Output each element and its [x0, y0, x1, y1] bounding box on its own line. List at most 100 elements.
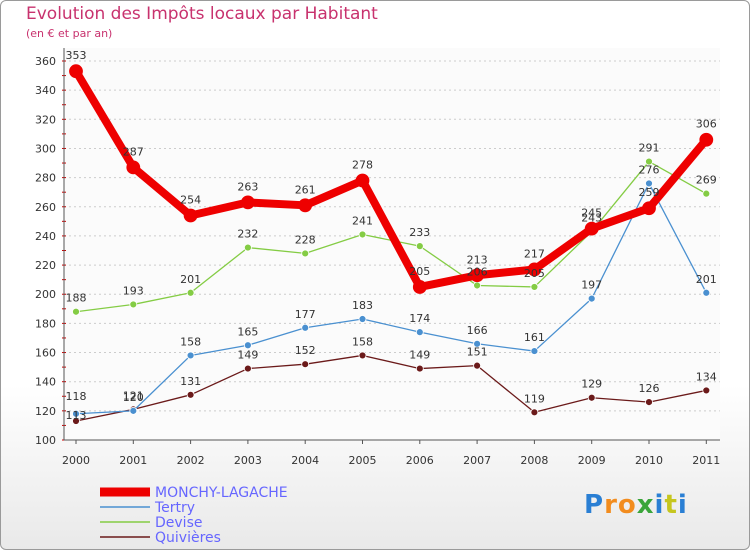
data-label: 278: [352, 159, 373, 172]
data-label: 213: [467, 253, 488, 266]
x-tick-label: 2009: [578, 454, 606, 467]
data-label: 245: [581, 207, 602, 220]
y-tick-label: 340: [35, 84, 56, 97]
data-label: 241: [352, 214, 373, 227]
y-tick-label: 120: [35, 405, 56, 418]
x-tick-label: 2011: [692, 454, 720, 467]
data-point: [527, 262, 542, 277]
x-tick-label: 2005: [349, 454, 377, 467]
data-label: 158: [180, 335, 201, 348]
data-label: 126: [639, 382, 660, 395]
data-point: [473, 281, 482, 290]
data-point: [243, 341, 252, 350]
data-label: 205: [409, 265, 430, 278]
data-point: [584, 221, 599, 236]
brand-letter: i: [654, 490, 665, 520]
y-tick-label: 140: [35, 376, 56, 389]
y-tick-label: 180: [35, 317, 56, 330]
data-label: 259: [639, 186, 660, 199]
plot-area: [64, 48, 720, 440]
legend-label: Quivières: [155, 530, 221, 546]
data-point: [530, 283, 539, 291]
data-point: [186, 288, 195, 297]
brand-letter: P: [584, 490, 605, 520]
data-label: 166: [467, 324, 488, 337]
data-label: 161: [524, 331, 545, 344]
series-line-tertry: [75, 182, 707, 415]
data-point: [72, 307, 80, 316]
data-label: 118: [66, 390, 87, 403]
data-label: 291: [639, 142, 660, 155]
data-point: [129, 300, 138, 309]
data-label: 174: [409, 312, 430, 325]
data-label: 134: [696, 370, 717, 383]
data-label: 149: [409, 349, 430, 362]
data-label: 287: [123, 145, 144, 158]
data-label: 165: [237, 325, 258, 338]
y-tick-label: 100: [35, 434, 56, 447]
data-label: 177: [295, 308, 316, 321]
data-point: [186, 390, 195, 399]
brand-letter: o: [617, 490, 637, 520]
series-line-monchy-lagache: [72, 67, 711, 291]
data-point: [358, 315, 367, 323]
data-label: 201: [180, 273, 201, 286]
data-label: 217: [524, 247, 545, 260]
data-label: 228: [295, 233, 316, 246]
x-tick-label: 2008: [520, 454, 548, 467]
proxiti-logo[interactable]: Proxiti: [584, 490, 688, 520]
data-point: [587, 393, 596, 402]
data-label: 306: [696, 118, 717, 131]
y-tick-label: 360: [35, 55, 56, 68]
data-point: [587, 294, 596, 303]
data-point: [415, 242, 424, 251]
series-line-quivières: [75, 354, 707, 422]
data-label: 120: [123, 391, 144, 404]
data-point: [470, 268, 485, 283]
data-point: [642, 201, 656, 216]
data-label: 205: [524, 267, 545, 280]
data-label: 129: [581, 378, 602, 391]
y-tick-label: 220: [35, 259, 56, 272]
data-point: [69, 64, 83, 79]
data-point: [126, 160, 141, 175]
data-label: 243: [581, 212, 602, 225]
x-tick-label: 2003: [234, 454, 262, 467]
brand-letter: r: [604, 490, 618, 520]
data-point: [72, 409, 80, 418]
y-tick-label: 300: [35, 142, 56, 155]
y-tick-label: 320: [35, 113, 56, 126]
data-point: [183, 208, 198, 223]
data-label: 183: [352, 299, 373, 312]
data-point: [298, 198, 313, 213]
x-tick-label: 2006: [406, 454, 434, 467]
data-label: 193: [123, 284, 144, 297]
data-label: 149: [237, 349, 258, 362]
data-label: 121: [123, 389, 144, 402]
y-tick-label: 160: [35, 347, 56, 360]
x-tick-label: 2010: [635, 454, 663, 467]
data-point: [186, 351, 195, 360]
data-point: [702, 288, 711, 297]
legend-label: MONCHY-LAGACHE: [155, 485, 288, 501]
data-point: [412, 280, 427, 294]
data-label: 233: [409, 226, 430, 239]
x-tick-label: 2007: [463, 454, 491, 467]
brand-letter: i: [677, 490, 688, 520]
data-label: 131: [180, 375, 201, 388]
chart-title: Evolution des Impôts locaux par Habitant: [26, 4, 378, 24]
data-point: [301, 360, 310, 369]
legend-label: Devise: [155, 515, 202, 531]
data-label: 261: [295, 183, 316, 196]
data-label: 353: [66, 49, 87, 62]
data-point: [415, 328, 424, 337]
data-point: [473, 361, 482, 370]
data-point: [645, 398, 653, 407]
data-label: 197: [581, 279, 602, 292]
y-tick-label: 260: [35, 201, 56, 214]
data-label: 232: [237, 228, 258, 241]
data-point: [415, 364, 424, 373]
x-tick-label: 2001: [119, 454, 147, 467]
data-label: 119: [524, 392, 545, 405]
